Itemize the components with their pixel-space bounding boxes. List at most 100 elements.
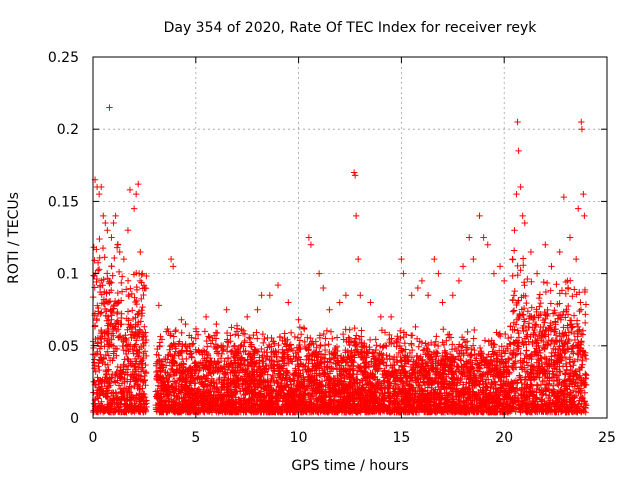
scatter-point [99, 244, 107, 252]
scatter-point [139, 303, 146, 311]
scatter-point [300, 324, 308, 332]
scatter-point [543, 279, 551, 287]
scatter-point [114, 289, 122, 297]
scatter-point [459, 342, 466, 350]
scatter-point [570, 350, 577, 357]
scatter-point [261, 335, 268, 343]
scatter-point [111, 254, 118, 262]
scatter-point [509, 308, 517, 315]
scatter-point [114, 308, 121, 316]
scatter-point [524, 308, 532, 315]
scatter-point [434, 342, 442, 350]
scatter-point [259, 330, 267, 338]
scatter-point [224, 343, 231, 351]
scatter-point [320, 330, 327, 338]
scatter-point [470, 335, 477, 342]
scatter-point [401, 340, 409, 347]
data-points [89, 104, 590, 416]
scatter-point [579, 327, 587, 334]
scatter-point [533, 395, 541, 402]
scatter-point [471, 326, 478, 334]
scatter-point [412, 323, 419, 331]
scatter-point [372, 336, 379, 343]
scatter-point [522, 327, 530, 334]
scatter-point [98, 309, 105, 316]
scatter-point [351, 324, 358, 332]
scatter-point [178, 329, 185, 337]
scatter-point [409, 332, 416, 339]
scatter-point [557, 368, 564, 376]
scatter-point [283, 343, 290, 350]
scatter-point [101, 253, 108, 261]
scatter-point [287, 329, 295, 336]
scatter-point [353, 332, 360, 339]
scatter-point [118, 279, 125, 287]
scatter-point [540, 278, 547, 286]
scatter-point [485, 338, 492, 345]
scatter-point [264, 334, 271, 342]
scatter-point [443, 337, 450, 344]
scatter-point [542, 288, 550, 296]
scatter-point [517, 267, 524, 274]
scatter-point [539, 378, 546, 385]
scatter-point [394, 359, 401, 366]
scatter-point [286, 346, 294, 353]
scatter-point [575, 351, 582, 358]
scatter-point [124, 277, 132, 284]
scatter-point [373, 342, 380, 349]
scatter-point [519, 311, 527, 319]
scatter-point [577, 306, 585, 313]
scatter-point [565, 302, 572, 310]
scatter-point [566, 359, 573, 366]
scatter-point [581, 319, 589, 327]
scatter-point [522, 351, 530, 359]
scatter-point [431, 375, 439, 382]
scatter-point [433, 333, 440, 340]
scatter-point [183, 355, 190, 363]
scatter-point [476, 344, 484, 352]
scatter-point [446, 351, 454, 358]
scatter-point [258, 345, 265, 353]
scatter-point [143, 272, 150, 280]
scatter-point [204, 343, 211, 350]
scatter-point [537, 381, 545, 389]
scatter-point [554, 315, 562, 322]
scatter-point [520, 358, 528, 366]
scatter-point [393, 343, 400, 350]
scatter-point [96, 254, 103, 262]
scatter-point [92, 368, 99, 375]
scatter-point [479, 371, 486, 379]
scatter-point [518, 379, 525, 387]
scatter-point [333, 334, 341, 341]
scatter-point [528, 278, 535, 285]
scatter-point [520, 311, 527, 318]
scatter-point [95, 266, 103, 273]
scatter-point [141, 323, 148, 330]
scatter-point [313, 344, 320, 351]
scatter-point [509, 296, 517, 304]
scatter-point [346, 326, 353, 333]
scatter-point [440, 326, 447, 333]
scatter-point [323, 327, 331, 334]
scatter-point [562, 290, 570, 297]
scatter-point [548, 337, 555, 345]
scatter-point [109, 272, 116, 279]
scatter-point [521, 282, 528, 289]
scatter-point [536, 291, 544, 298]
scatter-point [507, 333, 515, 341]
scatter-point [358, 327, 365, 334]
scatter-point [431, 341, 438, 349]
scatter-point [481, 337, 489, 344]
scatter-point [260, 339, 267, 347]
scatter-point [573, 291, 580, 298]
scatter-point [514, 271, 521, 279]
scatter-point [394, 333, 401, 340]
scatter-point [118, 273, 126, 280]
scatter-point [201, 328, 209, 335]
scatter-point [524, 275, 531, 283]
scatter-point [510, 247, 518, 254]
scatter-point [328, 364, 335, 372]
scatter-point [505, 334, 512, 342]
scatter-point [510, 292, 518, 299]
